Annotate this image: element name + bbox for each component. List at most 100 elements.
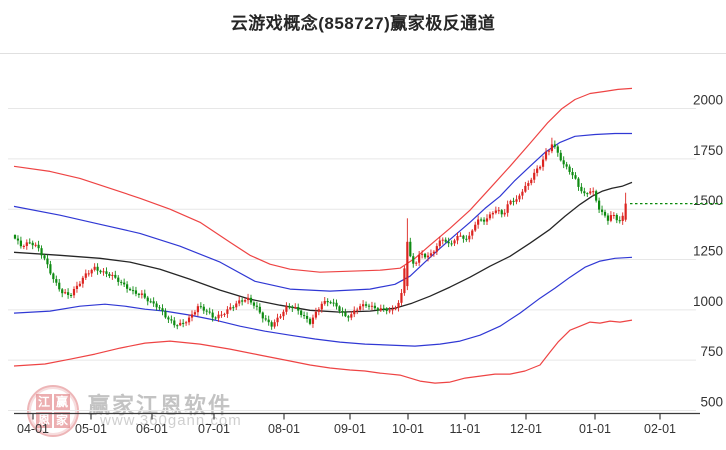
- candle-body-up: [93, 266, 96, 270]
- x-tick-label: 11-01: [449, 422, 480, 436]
- candle-body-up: [140, 293, 143, 295]
- candle-body-down: [462, 235, 465, 239]
- candle-body-up: [179, 322, 182, 326]
- candle-body-down: [58, 282, 61, 290]
- candle-body-up: [185, 322, 188, 324]
- lower-blue-line: [13, 256, 633, 347]
- candle-body-down: [300, 310, 303, 315]
- candle-body-down: [211, 312, 214, 318]
- candle-body-up: [527, 183, 530, 186]
- candle-body-up: [388, 310, 391, 312]
- candle-body-down: [444, 239, 447, 242]
- candle-body-up: [415, 262, 418, 264]
- x-tick-label: 09-01: [334, 422, 366, 436]
- x-tick-label: 05-01: [75, 422, 107, 436]
- candle-body-up: [317, 309, 320, 312]
- candle-body-up: [285, 306, 288, 312]
- candle-body-down: [574, 175, 577, 179]
- candle-body-down: [16, 238, 20, 241]
- candle-body-up: [238, 300, 241, 304]
- candle-body-up: [592, 191, 595, 193]
- candle-body-down: [338, 306, 341, 311]
- candle-body-up: [536, 168, 539, 173]
- candle-body-up: [81, 277, 84, 284]
- candle-body-up: [518, 195, 521, 200]
- candle-body-up: [220, 314, 223, 316]
- candle-body-up: [506, 204, 509, 213]
- candle-body-down: [202, 306, 205, 311]
- candle-body-up: [87, 273, 90, 275]
- candle-body-down: [385, 308, 388, 311]
- candle-body-down: [586, 193, 589, 195]
- candle-body-down: [270, 322, 273, 327]
- candle-body-up: [379, 308, 382, 311]
- candle-body-up: [196, 306, 199, 313]
- candle-body-down: [214, 317, 217, 319]
- candle-body-up: [193, 312, 197, 315]
- candle-body-down: [43, 255, 46, 259]
- candle-body-up: [226, 309, 229, 314]
- candle-body-up: [491, 212, 494, 215]
- candle-body-down: [559, 152, 562, 161]
- candle-body-down: [580, 186, 583, 192]
- candle-body-up: [323, 301, 326, 304]
- candle-body-up: [544, 151, 548, 160]
- candle-body-down: [252, 302, 256, 306]
- candle-body-up: [485, 218, 489, 222]
- candle-body-down: [199, 306, 202, 308]
- candle-body-up: [521, 191, 524, 196]
- candle-body-down: [595, 191, 598, 201]
- candle-body-down: [288, 306, 291, 308]
- candle-body-down: [583, 191, 586, 194]
- candles-group: [13, 137, 627, 330]
- candle-body-up: [621, 215, 624, 221]
- candle-body-down: [182, 322, 185, 324]
- y-tick-label: 500: [700, 395, 723, 410]
- candle-body-up: [391, 309, 394, 311]
- x-tick-label: 10-01: [392, 422, 424, 436]
- candle-body-up: [223, 313, 226, 315]
- candle-body-down: [120, 281, 123, 283]
- candle-body-down: [61, 289, 64, 294]
- x-tick-label: 02-01: [644, 422, 676, 436]
- candle-body-down: [46, 258, 49, 265]
- candle-body-down: [13, 235, 17, 239]
- candle-body-down: [264, 318, 267, 320]
- candle-body-up: [550, 144, 553, 152]
- candle-body-up: [456, 236, 459, 241]
- upper-blue-line: [13, 132, 632, 292]
- candle-body-down: [161, 308, 164, 312]
- candle-body-down: [134, 290, 138, 294]
- candle-body-up: [246, 297, 250, 301]
- candle-body-up: [273, 322, 276, 327]
- candle-body-up: [217, 314, 220, 319]
- candle-body-up: [72, 289, 76, 296]
- candle-body-down: [412, 256, 415, 264]
- x-tick-label: 12-01: [510, 422, 542, 436]
- y-tick-label: 750: [700, 344, 723, 359]
- candle-body-down: [170, 319, 173, 321]
- candle-body-up: [471, 230, 474, 236]
- candle-body-down: [303, 315, 306, 317]
- candle-body-up: [400, 293, 403, 303]
- candle-body-down: [447, 241, 450, 244]
- candle-body-up: [438, 240, 441, 247]
- candle-body-down: [577, 178, 580, 187]
- candle-body-down: [347, 316, 350, 318]
- candle-body-down: [482, 219, 486, 222]
- candle-body-down: [258, 306, 261, 313]
- candle-body-up: [497, 210, 500, 212]
- candle-body-up: [435, 246, 438, 252]
- candle-body-down: [40, 248, 43, 256]
- x-tick-label: 01-01: [579, 422, 611, 436]
- candle-body-up: [515, 199, 518, 202]
- candle-body-down: [600, 209, 604, 212]
- candle-body-down: [128, 288, 132, 291]
- candle-body-down: [500, 210, 503, 215]
- candle-body-down: [99, 270, 102, 273]
- candle-body-up: [359, 306, 362, 310]
- candle-body-up: [488, 214, 492, 219]
- candle-body-up: [362, 304, 365, 307]
- candle-body-down: [126, 284, 129, 289]
- candle-body-up: [311, 317, 315, 324]
